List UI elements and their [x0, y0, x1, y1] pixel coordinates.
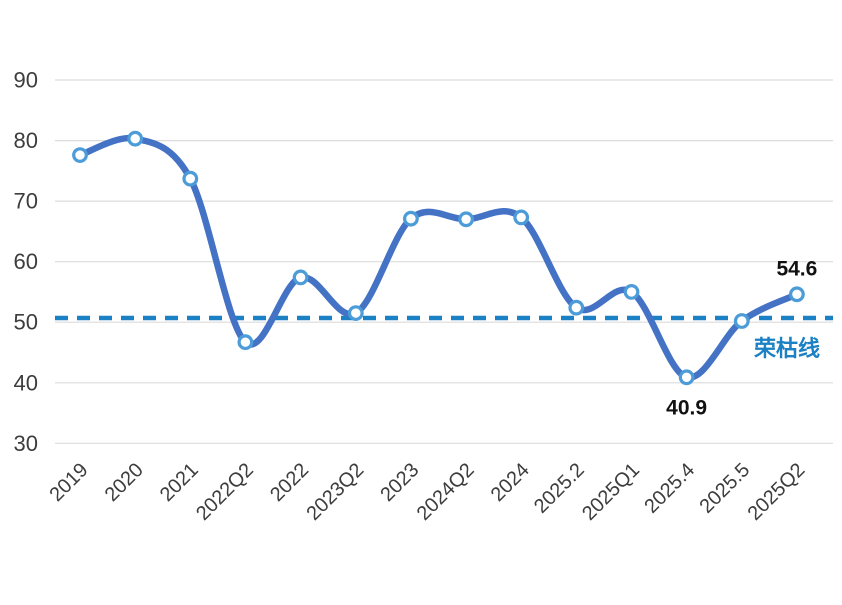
y-tick-label-50: 50	[14, 310, 38, 335]
x-tick-label-2021: 2021	[156, 459, 203, 506]
data-point-2024	[513, 209, 530, 226]
y-tick-label-70: 70	[14, 189, 38, 214]
x-tick-label-2025Q1: 2025Q1	[578, 459, 644, 525]
reference-line-label: 荣枯线	[753, 336, 820, 361]
data-point-2025.5	[733, 313, 750, 329]
data-point-2021	[182, 170, 199, 187]
y-tick-label-30: 30	[14, 431, 38, 456]
data-point-2020	[127, 130, 144, 147]
y-tick-label-80: 80	[14, 128, 38, 153]
x-tick-label-2024Q2: 2024Q2	[413, 459, 479, 525]
y-tick-label-60: 60	[14, 249, 38, 274]
data-point-2025.2	[568, 299, 585, 316]
y-tick-label-90: 90	[14, 68, 38, 93]
x-tick-label-2024: 2024	[487, 459, 534, 506]
x-tick-label-2025Q2: 2025Q2	[744, 459, 810, 525]
data-point-2023	[403, 210, 419, 227]
x-tick-label-2025.4: 2025.4	[640, 459, 699, 518]
y-tick-label-40: 40	[14, 370, 38, 395]
x-tick-label-2022Q2: 2022Q2	[192, 459, 258, 525]
data-point-2024Q2	[458, 211, 475, 228]
series-line	[76, 134, 801, 381]
data-point-2025Q1	[623, 284, 640, 300]
data-point-2022Q2	[237, 334, 254, 351]
x-tick-label-2020: 2020	[101, 459, 148, 506]
data-point-2022	[292, 269, 309, 286]
data-point-2025Q2	[789, 286, 805, 303]
data-point-2019	[72, 147, 88, 164]
data-point-2023Q2	[347, 305, 364, 322]
x-tick-label-2023Q2: 2023Q2	[302, 459, 368, 525]
x-tick-label-2022: 2022	[266, 459, 313, 506]
data-point-2025.4	[678, 369, 695, 386]
x-tick-label-2023: 2023	[376, 459, 423, 506]
x-tick-label-2019: 2019	[46, 459, 93, 506]
point-label-54.6: 54.6	[776, 257, 817, 280]
point-label-40.9: 40.9	[666, 396, 707, 419]
